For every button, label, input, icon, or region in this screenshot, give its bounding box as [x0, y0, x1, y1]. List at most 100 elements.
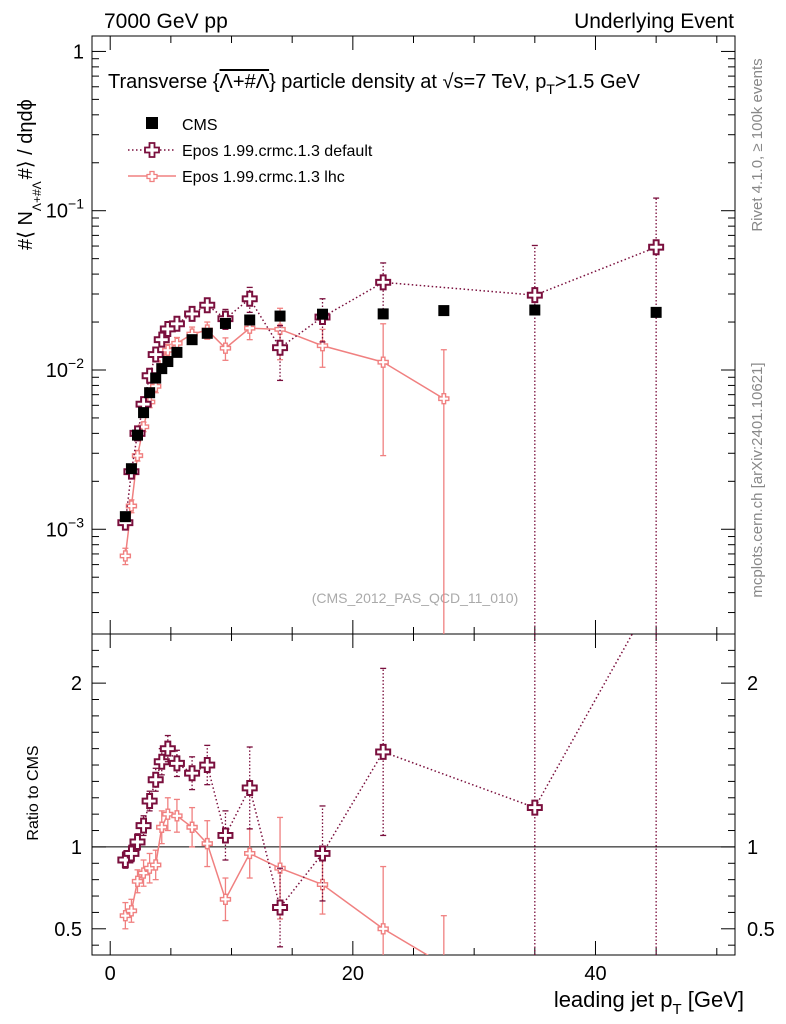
epos-default-line — [124, 246, 657, 523]
epos-default-ratio-point — [117, 852, 134, 869]
cms-data-point — [438, 305, 450, 317]
epos-default-point — [184, 305, 201, 322]
epos-lhc-ratio-point — [137, 867, 150, 879]
epos-default-point — [648, 239, 665, 256]
analysis-label: Underlying Event — [574, 10, 734, 33]
epos-default-ratio-point — [141, 793, 158, 810]
epos-default-point — [199, 297, 216, 314]
collision-label: 7000 GeV pp — [104, 10, 228, 33]
cms-data-point — [156, 363, 168, 375]
legend-label-epos-default: Epos 1.99.crmc.1.3 default — [182, 143, 373, 160]
legend-label-cms: CMS — [182, 117, 218, 134]
epos-lhc-ratio-line — [124, 813, 429, 955]
x-tick-label: 0 — [105, 963, 116, 985]
epos-default-point — [375, 274, 392, 291]
epos-default-ratio-point — [217, 827, 234, 844]
cms-data-point — [650, 306, 662, 318]
epos-default-point — [241, 290, 258, 307]
epos-default-point — [272, 339, 289, 356]
ratio-y-tick-label-right: 2 — [747, 673, 758, 695]
epos-lhc-point — [438, 393, 450, 405]
ratio-y-tick-label-right: 1 — [747, 837, 758, 859]
cms-data-point — [119, 511, 131, 523]
rivet-version-label: Rivet 4.1.0, ≥ 100k events — [749, 58, 766, 231]
cms-data-point — [317, 308, 329, 320]
cms-data-point — [219, 317, 231, 329]
x-axis-label: leading jet pT [GeV] — [554, 987, 744, 1018]
y-axis-label: #⟨ NΛ+#Λ#⟩ / dηdϕ — [15, 99, 44, 250]
epos-lhc-ratio-point — [201, 837, 213, 850]
epos-lhc-point — [162, 344, 174, 356]
cms-data-point — [144, 387, 156, 399]
cms-data-point — [244, 314, 256, 326]
epos-lhc-ratio-point — [156, 821, 168, 833]
epos-lhc-point — [244, 322, 256, 334]
ratio-y-tick-label: 0.5 — [54, 919, 82, 941]
epos-default-ratio-point — [375, 743, 392, 760]
legend-label-epos-lhc: Epos 1.99.crmc.1.3 lhc — [182, 169, 345, 186]
cms-data-point — [377, 308, 389, 320]
epos-lhc-ratio-point — [171, 810, 183, 822]
epos-default-ratio-point — [526, 799, 543, 816]
x-tick-label: 40 — [584, 963, 606, 985]
cms-data-point — [529, 304, 541, 316]
epos-default-ratio-point — [314, 845, 331, 862]
cms-data-point — [274, 310, 286, 322]
epos-lhc-point — [316, 340, 329, 352]
epos-default-ratio-point — [199, 757, 216, 774]
epos-lhc-point — [219, 342, 232, 354]
ratio-y-tick-label: 1 — [71, 837, 82, 859]
epos-default-point — [153, 331, 170, 348]
epos-lhc-ratio-point — [125, 905, 138, 917]
y-tick-label: 10−1 — [46, 196, 84, 223]
epos-lhc-ratio-point — [219, 893, 232, 906]
epos-default-ratio-point — [129, 833, 146, 850]
legend-marker-cms — [146, 117, 158, 129]
epos-lhc-point — [149, 380, 162, 392]
cms-data-point — [171, 346, 183, 358]
epos-default-ratio-point — [241, 779, 258, 796]
epos-default-ratio-point — [184, 765, 201, 782]
epos-default-ratio-point — [159, 740, 176, 757]
epos-lhc-ratio-point — [377, 923, 389, 935]
epos-default-point — [168, 315, 185, 332]
epos-default-ratio-point — [272, 899, 289, 916]
epos-default-ratio-point — [147, 771, 164, 788]
epos-lhc-ratio-point — [131, 875, 144, 888]
epos-lhc-ratio-point — [244, 847, 256, 860]
epos-lhc-point — [377, 356, 389, 368]
epos-default-ratio-point — [168, 755, 185, 772]
epos-default-ratio-point — [153, 753, 170, 770]
ratio-series-layer — [117, 634, 657, 955]
analysis-id-watermark: (CMS_2012_PAS_QCD_11_010) — [312, 590, 519, 606]
y-tick-label: 10−2 — [46, 355, 84, 382]
epos-default-ratio-point — [135, 817, 152, 834]
epos-lhc-point — [131, 449, 144, 462]
mcplots-credit-label: mcplots.cern.ch [arXiv:2401.10621] — [749, 362, 766, 597]
main-series-layer — [117, 197, 665, 634]
cms-data-point — [162, 356, 174, 368]
cms-data-point — [201, 327, 213, 339]
epos-lhc-ratio-point — [186, 821, 198, 833]
epos-lhc-point — [125, 500, 138, 512]
ratio-y-axis-label: Ratio to CMS — [25, 745, 42, 840]
legend: CMS Epos 1.99.crmc.1.3 default Epos 1.99… — [128, 117, 373, 186]
cms-data-point — [186, 334, 198, 346]
main-axis-ticks: 10−3 10−2 10−1 1 — [46, 36, 735, 634]
epos-lhc-ratio-point — [162, 808, 174, 820]
epos-default-point — [526, 287, 543, 304]
y-tick-label: 1 — [73, 41, 84, 63]
ratio-y-tick-label-right: 0.5 — [747, 919, 775, 941]
ratio-axis-ticks: 0 20 40 0.5 0.5 1 1 2 2 — [54, 634, 775, 985]
plot-title: Transverse {Λ+#Λ} particle density at √s… — [108, 71, 641, 97]
epos-lhc-ratio-point — [316, 878, 329, 891]
cms-data-point — [131, 429, 143, 441]
epos-lhc-ratio-point — [149, 859, 162, 871]
ratio-y-tick-label: 2 — [71, 673, 82, 695]
epos-default-ratio-point — [123, 845, 140, 862]
epos-lhc-point — [119, 550, 132, 562]
epos-lhc-ratio-point — [119, 909, 132, 922]
y-tick-label: 10−3 — [46, 514, 84, 541]
epos-default-point — [147, 346, 164, 363]
